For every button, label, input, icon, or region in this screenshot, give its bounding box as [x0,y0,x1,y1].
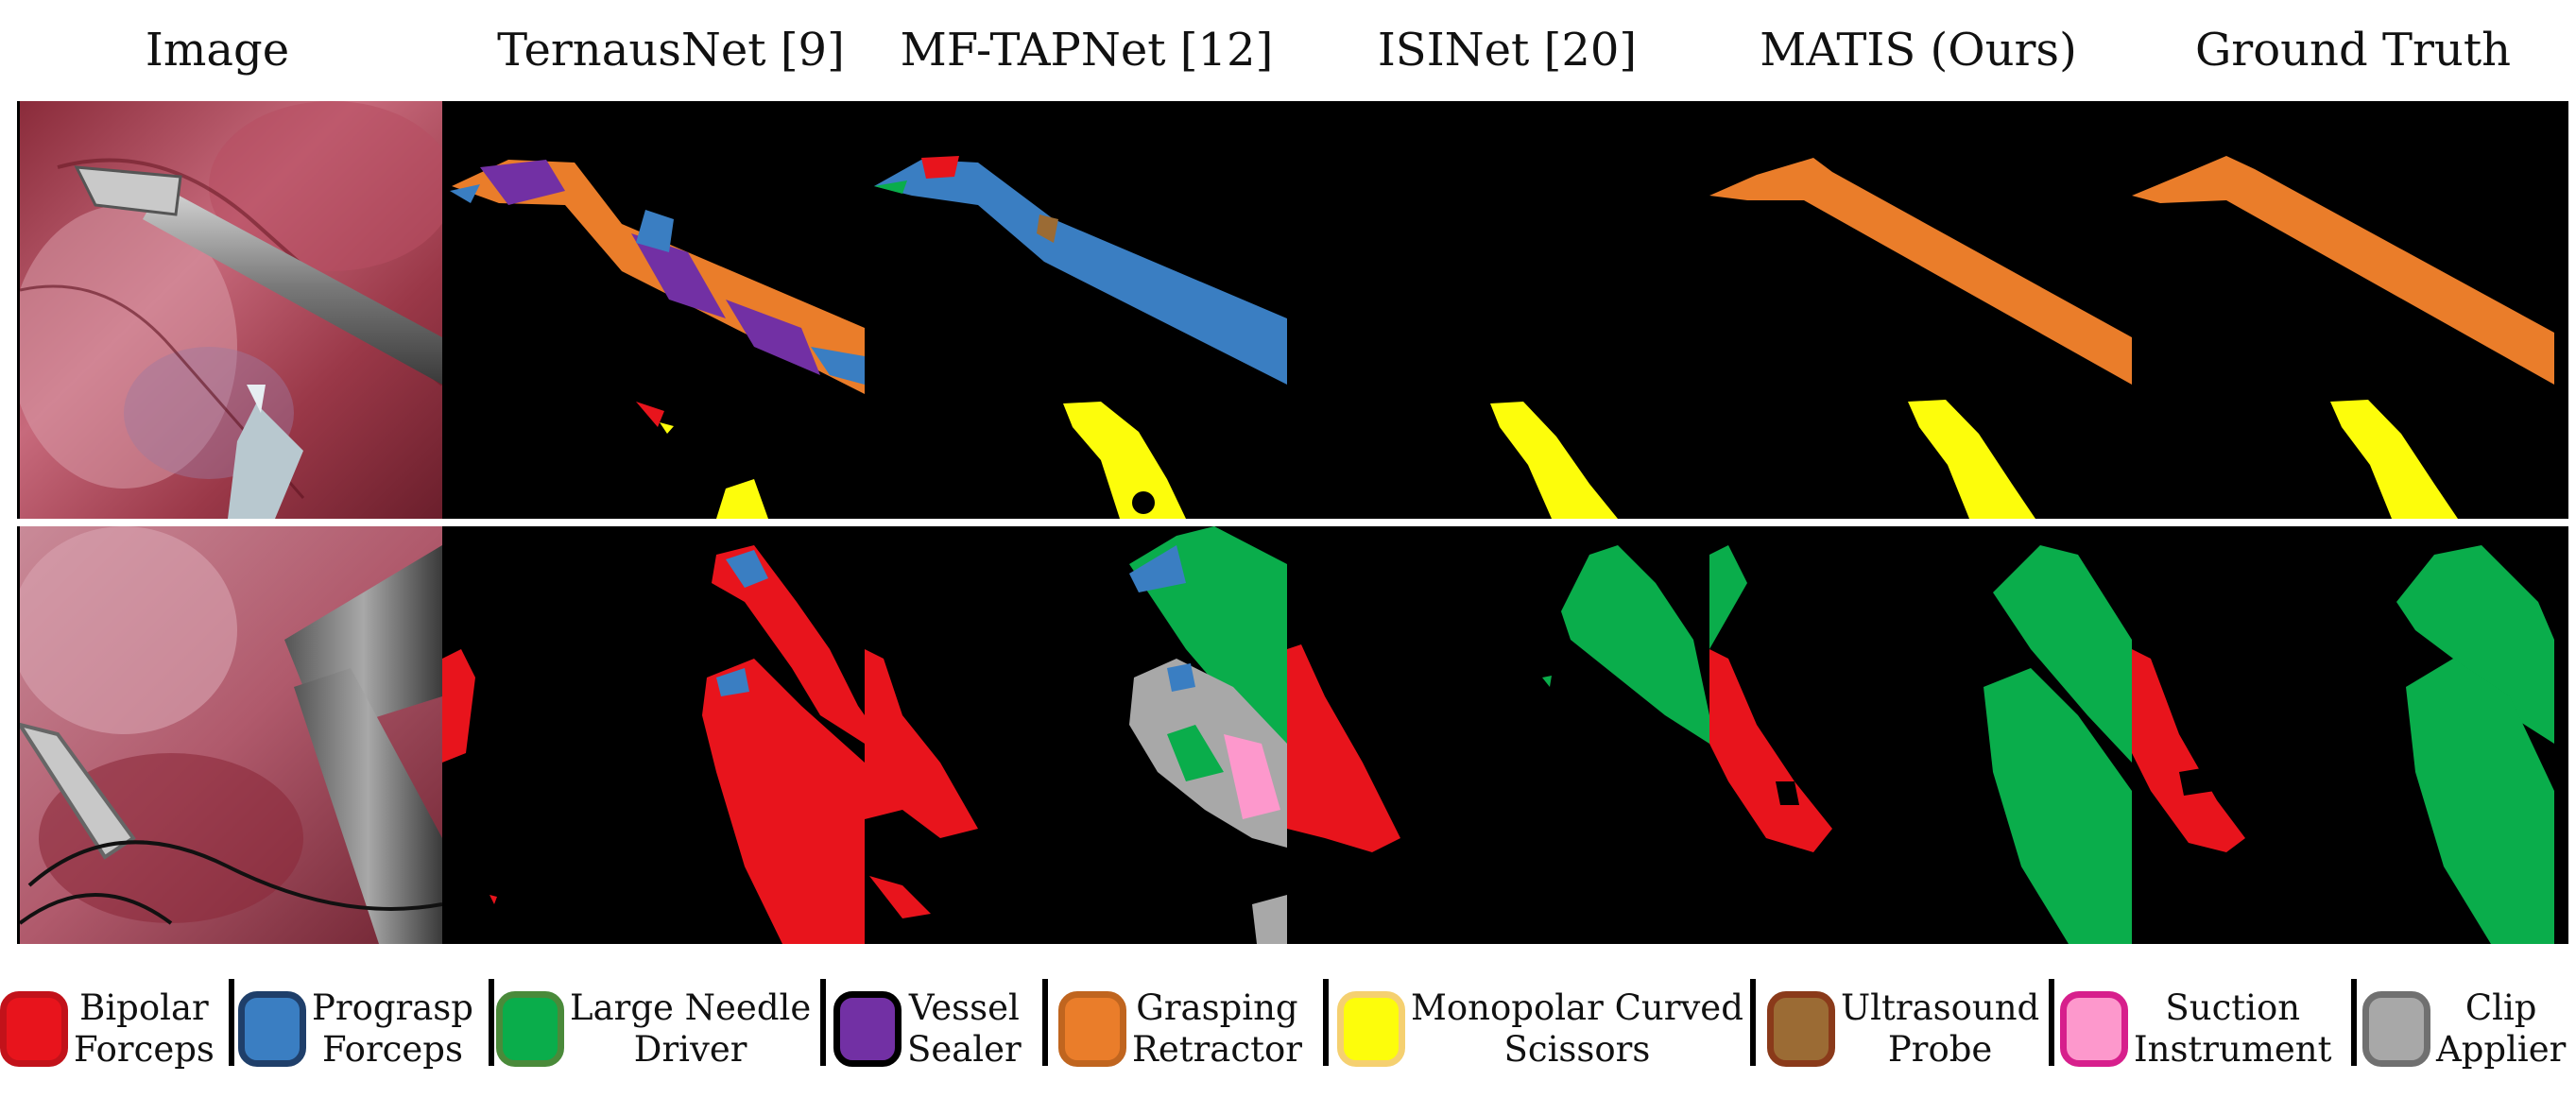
legend-item: Ultrasound Probe [1767,977,2039,1081]
segmentation-isinet-1 [1287,101,1709,519]
legend-swatch [833,991,902,1067]
legend-label-line1: Clip [2464,987,2537,1028]
column-header-mftapnet: MF-TAPNet [12] [900,24,1274,77]
legend-item: Vessel Sealer [833,977,1022,1081]
legend-label-line1: Bipolar [79,987,209,1028]
legend-label: Clip Applier [2436,987,2566,1071]
legend-divider [1042,979,1048,1066]
legend-swatch [238,991,306,1067]
legend-swatch [2362,991,2430,1067]
legend-label-line1: Grasping [1136,987,1298,1028]
legend-label-line1: Large Needle [570,987,812,1028]
results-row-1 [17,101,2568,519]
segmentation-ground-truth-1 [2132,101,2554,519]
segmentation-ternausnet-1 [442,101,865,519]
surgical-image-2 [20,526,442,944]
legend-swatch [1058,991,1126,1067]
segmentation-ternausnet-2 [442,526,865,944]
segmentation-mftapnet-1 [865,101,1287,519]
legend-label: Suction Instrument [2134,987,2332,1071]
legend-item: Monopolar Curved Scissors [1337,977,1743,1081]
legend-label: Large Needle Driver [570,987,811,1071]
segmentation-isinet-2 [1287,526,1709,944]
column-header-isinet: ISINet [20] [1377,24,1638,77]
legend-label-line2: Applier [2436,1029,2567,1070]
legend-item: Grasping Retractor [1058,977,1302,1081]
legend-item: Clip Applier [2362,977,2566,1081]
legend-label-line2: Forceps [74,1029,215,1070]
surgical-image-1 [20,101,442,519]
legend-swatch [1337,991,1405,1067]
results-row-2 [17,526,2568,944]
legend-label-line1: Ultrasound [1841,987,2040,1028]
legend-item: Large Needle Driver [496,977,811,1081]
legend-label: Vessel Sealer [907,987,1022,1071]
legend-divider [1323,979,1329,1066]
legend-label: Monopolar Curved Scissors [1411,987,1743,1071]
legend-divider [820,979,826,1066]
legend-item: Bipolar Forceps [0,977,215,1081]
legend-label-line2: Sealer [907,1029,1022,1070]
legend-label-line1: Monopolar Curved [1411,987,1743,1028]
legend-swatch [0,991,68,1067]
column-header-image: Image [145,24,290,77]
legend-label-line2: Scissors [1503,1029,1651,1070]
legend-label-line1: Prograsp [312,987,473,1028]
legend-label-line2: Probe [1887,1029,1993,1070]
legend-divider [2049,979,2054,1066]
segmentation-matis-2 [1709,526,2132,944]
segmentation-mftapnet-2 [865,526,1287,944]
legend-divider [229,979,234,1066]
legend-divider [1750,979,1756,1066]
legend-swatch [1767,991,1835,1067]
row-separator [17,519,2568,526]
legend-label-line2: Instrument [2134,1029,2332,1070]
legend-divider [2351,979,2357,1066]
legend-item: Prograsp Forceps [238,977,473,1081]
segmentation-ground-truth-2 [2132,526,2554,944]
segmentation-matis-1 [1709,101,2132,519]
legend-label-line2: Forceps [322,1029,463,1070]
legend-swatch [496,991,564,1067]
legend-label: Grasping Retractor [1132,987,1302,1071]
legend-item: Suction Instrument [2060,977,2332,1081]
legend-swatch [2060,991,2128,1067]
column-header-ternausnet: TernausNet [9] [497,24,845,77]
column-header-matis: MATIS (Ours) [1760,24,2077,77]
legend-label-line1: Suction [2165,987,2301,1028]
class-legend: Bipolar Forceps Prograsp Forceps Large Needl… [0,971,2576,1104]
legend-label-line2: Retractor [1132,1029,1302,1070]
legend-label-line2: Driver [633,1029,747,1070]
legend-label: Bipolar Forceps [74,987,215,1071]
legend-label-line1: Vessel [908,987,1020,1028]
legend-label: Prograsp Forceps [312,987,473,1071]
column-header-ground-truth: Ground Truth [2194,24,2512,77]
legend-label: Ultrasound Probe [1841,987,2039,1071]
legend-divider [489,979,494,1066]
